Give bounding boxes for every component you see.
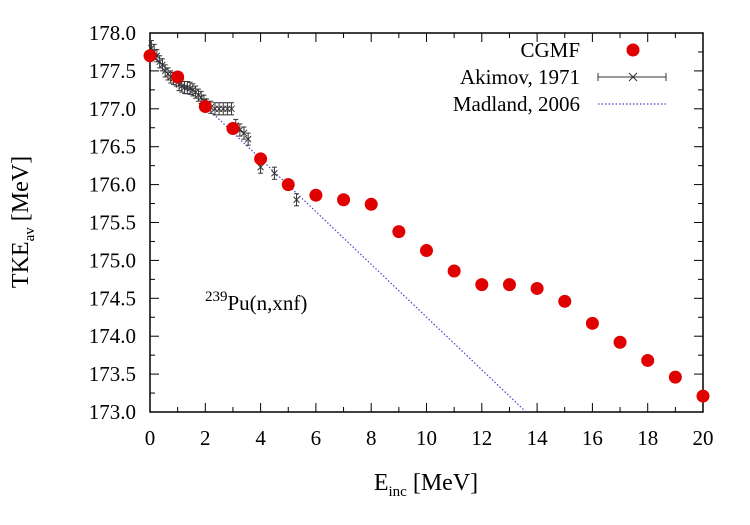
cgmf-point xyxy=(613,335,627,349)
y-tick-label: 177.0 xyxy=(89,97,136,121)
x-tick-label: 16 xyxy=(582,426,603,450)
axis-ticks xyxy=(149,32,704,413)
akimov-point xyxy=(244,132,252,146)
x-tick-label: 14 xyxy=(527,426,549,450)
cgmf-point xyxy=(558,294,572,308)
series-cgmf xyxy=(143,49,710,403)
cgmf-point xyxy=(198,100,212,114)
cgmf-point xyxy=(392,225,406,239)
legend-label-madland: Madland, 2006 xyxy=(453,92,580,116)
legend-marker-akimov xyxy=(597,72,667,82)
y-tick-label: 175.5 xyxy=(89,211,136,235)
y-tick-label: 175.0 xyxy=(89,248,136,272)
akimov-point xyxy=(215,102,223,116)
cgmf-point xyxy=(143,49,157,63)
reaction-annotation: 239Pu(n,xnf) xyxy=(205,289,307,315)
akimov-point xyxy=(271,166,278,180)
x-tick-label: 20 xyxy=(693,426,714,450)
cgmf-point xyxy=(420,244,433,258)
cgmf-point xyxy=(281,178,295,192)
legend-label-akimov: Akimov, 1971 xyxy=(460,65,580,89)
cgmf-point xyxy=(337,193,351,207)
cgmf-point xyxy=(475,278,489,292)
akimov-point xyxy=(219,102,227,116)
x-tick-labels: 0 2 4 6 8 10 12 14 16 18 20 xyxy=(145,426,714,450)
akimov-point xyxy=(159,58,166,72)
y-tick-label: 178.0 xyxy=(89,21,136,45)
x-tick-label: 10 xyxy=(416,426,437,450)
y-tick-label: 176.0 xyxy=(89,173,136,197)
x-tick-label: 2 xyxy=(200,426,211,450)
akimov-point xyxy=(228,102,235,116)
cgmf-point xyxy=(696,389,710,403)
akimov-point xyxy=(240,126,248,140)
cgmf-point xyxy=(668,370,682,384)
cgmf-point xyxy=(502,278,516,292)
x-tick-label: 8 xyxy=(366,426,377,450)
akimov-point xyxy=(293,193,300,207)
series-madland xyxy=(149,53,527,413)
cgmf-point xyxy=(364,197,378,211)
cgmf-point xyxy=(641,353,655,367)
y-tick-label: 176.5 xyxy=(89,135,136,159)
y-tick-label: 174.5 xyxy=(89,286,136,310)
cgmf-point xyxy=(309,188,323,202)
legend-label-cgmf: CGMF xyxy=(520,38,580,62)
cgmf-point xyxy=(171,70,185,84)
madland-line xyxy=(149,53,527,413)
cgmf-point xyxy=(447,264,461,278)
y-tick-label: 177.5 xyxy=(89,59,136,83)
cgmf-point xyxy=(530,281,544,295)
legend: CGMF Akimov, 1971 Madland, 2006 xyxy=(453,38,667,116)
y-axis-label: TKEav [MeV] xyxy=(8,156,38,288)
y-tick-label: 173.5 xyxy=(89,362,136,386)
x-tick-label: 18 xyxy=(637,426,658,450)
x-tick-label: 6 xyxy=(311,426,322,450)
akimov-point xyxy=(197,90,205,104)
x-axis-label: Einc [MeV] xyxy=(374,470,478,500)
y-tick-labels: 173.0 173.5 174.0 174.5 175.0 175.5 176.0 176.5… xyxy=(89,21,136,424)
cgmf-point xyxy=(254,152,268,166)
y-tick-label: 173.0 xyxy=(89,400,136,424)
cgmf-point xyxy=(226,122,240,136)
legend-marker-cgmf xyxy=(626,43,640,57)
x-tick-label: 12 xyxy=(471,426,492,450)
plot-frame xyxy=(149,32,704,413)
x-tick-label: 4 xyxy=(255,426,266,450)
akimov-point xyxy=(224,102,231,116)
x-tick-label: 0 xyxy=(145,426,156,450)
y-tick-label: 174.0 xyxy=(89,324,136,348)
cgmf-point xyxy=(585,316,599,330)
